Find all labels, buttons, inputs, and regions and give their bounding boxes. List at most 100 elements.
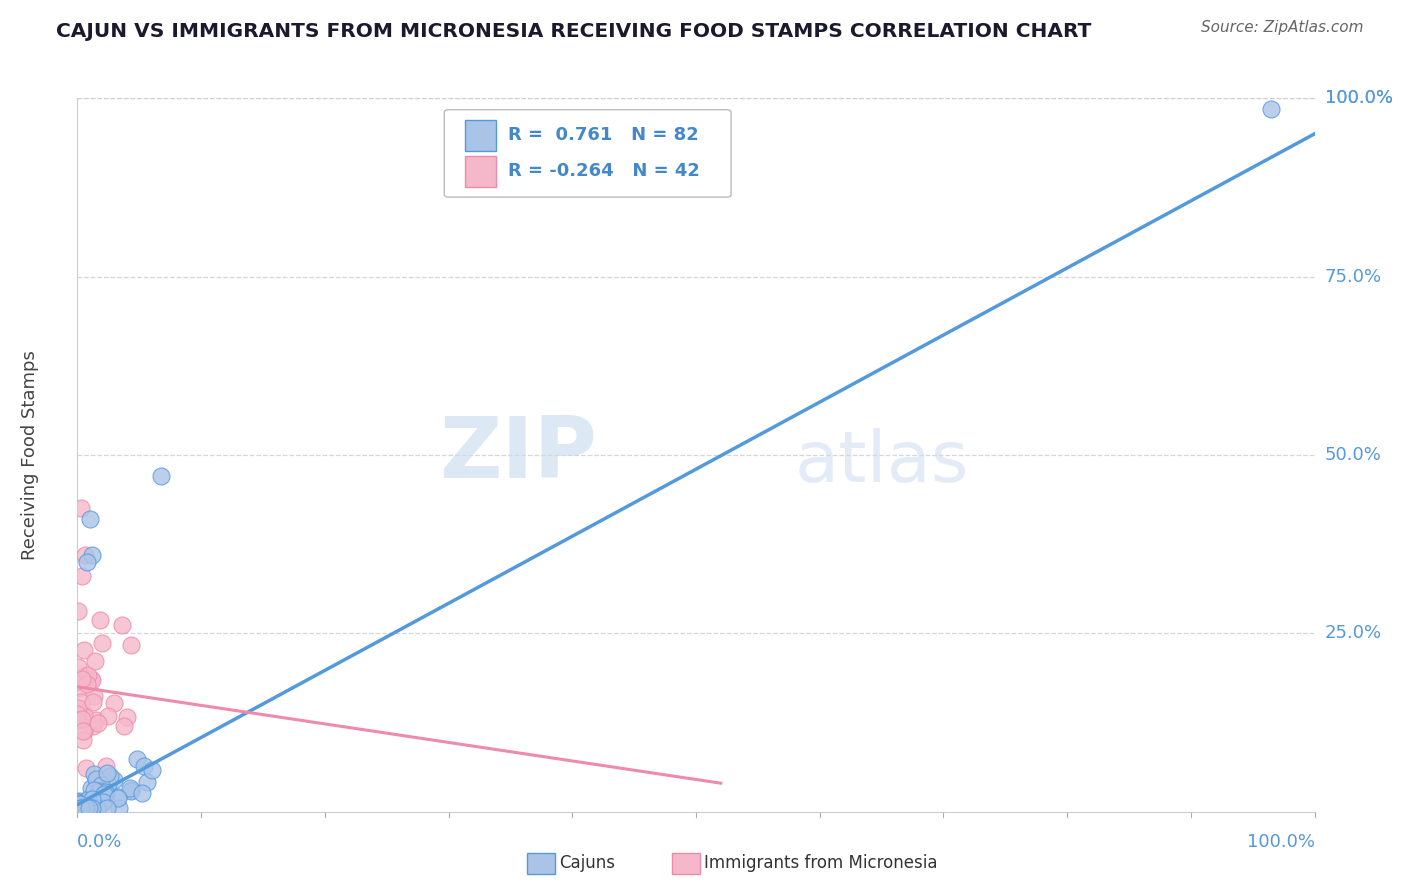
Point <box>70 695 93 709</box>
Point <box>66 706 89 721</box>
Point <box>84 775 107 789</box>
Point <box>98 768 121 782</box>
Point <box>77 801 100 815</box>
Point <box>83 766 105 780</box>
Text: R =  0.761   N = 82: R = 0.761 N = 82 <box>508 127 699 145</box>
Point <box>131 787 153 801</box>
Point <box>80 673 103 688</box>
Point <box>141 763 163 777</box>
Point <box>86 716 108 731</box>
Point <box>80 801 103 815</box>
Point <box>89 784 111 798</box>
Point <box>91 796 114 810</box>
Point <box>82 719 104 733</box>
Point <box>82 801 104 815</box>
Point <box>72 669 94 683</box>
Text: Cajuns: Cajuns <box>560 855 616 872</box>
Point <box>70 705 93 719</box>
Point <box>67 801 90 815</box>
Point <box>69 801 91 815</box>
Point <box>120 784 142 798</box>
Text: ZIP: ZIP <box>439 413 598 497</box>
Point <box>66 704 89 718</box>
Point <box>82 548 104 562</box>
Point <box>76 793 98 807</box>
Point <box>70 801 93 815</box>
Point <box>90 778 112 792</box>
Point <box>72 733 94 747</box>
Point <box>72 801 94 815</box>
Point <box>120 783 142 797</box>
Point <box>77 793 100 807</box>
Point <box>79 512 101 526</box>
Point <box>135 774 157 789</box>
Point <box>82 791 104 805</box>
Point <box>93 787 115 801</box>
Point <box>82 792 104 806</box>
Point <box>75 798 97 813</box>
Point <box>80 801 103 815</box>
Point <box>125 752 148 766</box>
Point <box>69 797 91 812</box>
Point <box>82 801 104 815</box>
Point <box>73 724 96 739</box>
Point <box>77 797 100 812</box>
Point <box>76 555 98 569</box>
Point <box>69 797 91 811</box>
Point <box>76 796 98 810</box>
Point <box>96 765 118 780</box>
Point <box>107 791 129 805</box>
Point <box>80 801 103 815</box>
Point <box>97 709 120 723</box>
Text: 100.0%: 100.0% <box>1324 89 1392 107</box>
Point <box>96 801 118 815</box>
Point <box>70 501 93 516</box>
Point <box>103 696 125 710</box>
Point <box>80 792 103 806</box>
Point <box>75 801 97 815</box>
Point <box>110 617 132 632</box>
Point <box>79 801 101 815</box>
Point <box>103 773 125 788</box>
Point <box>72 801 94 815</box>
Text: 100.0%: 100.0% <box>1247 833 1315 851</box>
Point <box>73 801 96 815</box>
Point <box>83 689 105 703</box>
Point <box>91 636 114 650</box>
Point <box>83 794 105 808</box>
Point <box>77 799 100 814</box>
Point <box>75 761 97 775</box>
Point <box>79 801 101 815</box>
Point <box>96 759 118 773</box>
Point <box>66 681 89 696</box>
Point <box>76 794 98 808</box>
Point <box>107 789 129 804</box>
Point <box>80 801 103 815</box>
Text: CAJUN VS IMMIGRANTS FROM MICRONESIA RECEIVING FOOD STAMPS CORRELATION CHART: CAJUN VS IMMIGRANTS FROM MICRONESIA RECE… <box>56 22 1091 41</box>
Text: Immigrants from Micronesia: Immigrants from Micronesia <box>704 855 938 872</box>
Point <box>132 759 155 773</box>
Point <box>75 801 97 815</box>
Point <box>1260 102 1282 116</box>
Point <box>69 801 91 815</box>
Point <box>80 801 103 815</box>
Point <box>83 797 105 812</box>
Point <box>73 707 96 722</box>
Point <box>72 569 94 583</box>
Point <box>67 673 90 688</box>
Point <box>67 801 90 815</box>
Point <box>66 700 89 714</box>
Point <box>86 801 108 815</box>
Point <box>84 772 107 787</box>
Point <box>120 638 142 652</box>
Point <box>73 801 96 815</box>
Point <box>70 712 93 726</box>
Point <box>86 713 108 727</box>
Point <box>112 719 135 733</box>
Point <box>91 782 114 797</box>
Point <box>73 642 96 657</box>
Point <box>80 672 103 686</box>
Point <box>66 713 89 727</box>
Point <box>76 676 98 690</box>
Point <box>75 797 97 812</box>
